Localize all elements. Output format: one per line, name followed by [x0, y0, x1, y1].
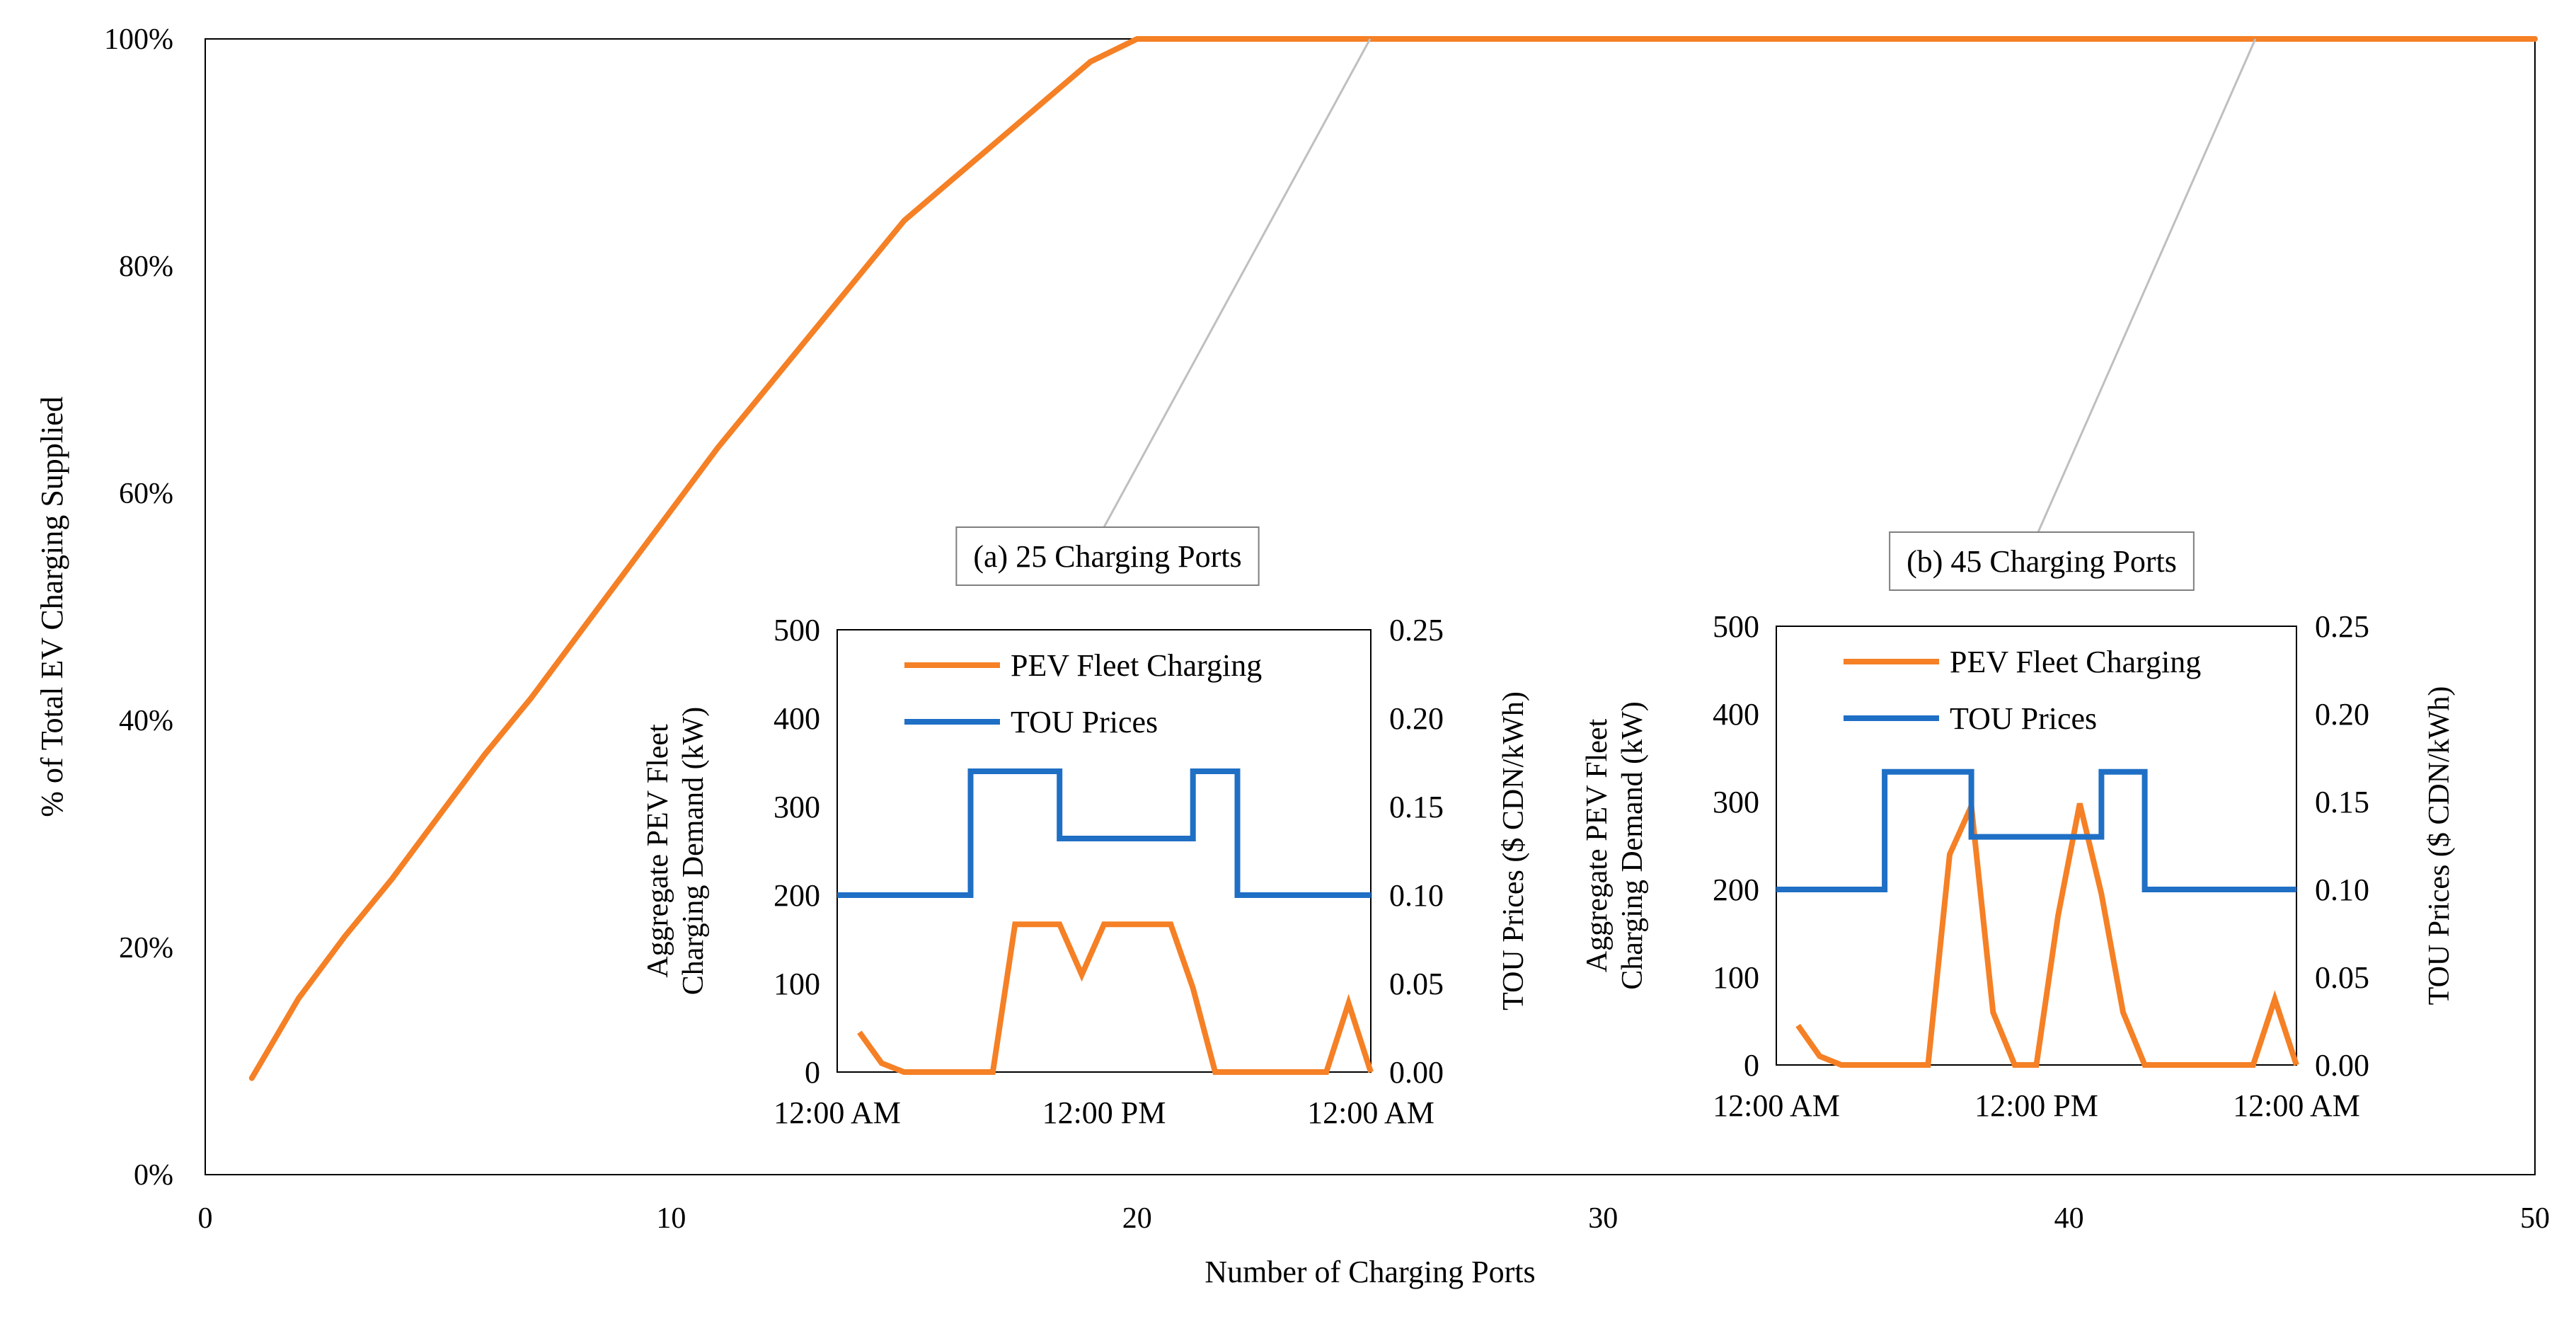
left-axis-title: Aggregate PEV FleetCharging Demand (kW) [1581, 701, 1649, 989]
left-axis-title-line: Aggregate PEV Fleet [642, 724, 674, 978]
right-y-tick-label: 0.25 [2315, 609, 2369, 644]
y-tick-label: 100% [104, 23, 173, 56]
inset-title-box [955, 526, 1260, 586]
x-tick-label: 12:00 AM [2233, 1088, 2360, 1123]
right-y-tick-label: 0.00 [1389, 1055, 1444, 1090]
x-tick-label: 50 [2520, 1202, 2550, 1235]
left-axis-title-line: Aggregate PEV Fleet [1581, 718, 1614, 972]
right-axis-title: TOU Prices ($ CDN/kWh) [1497, 691, 1530, 1010]
inset-plot-frame [1776, 626, 2297, 1066]
left-y-tick-label: 0 [1744, 1048, 1759, 1083]
left-y-tick-label: 400 [774, 701, 820, 736]
left-y-tick-label: 200 [774, 878, 820, 913]
x-tick-label: 10 [656, 1202, 686, 1235]
y-tick-label: 60% [119, 478, 173, 510]
y-tick-label: 40% [119, 705, 173, 737]
right-y-tick-label: 0.00 [2315, 1048, 2369, 1083]
inset-title: (b) 45 Charging Ports [1907, 544, 2177, 579]
right-y-tick-label: 0.15 [1389, 790, 1444, 824]
left-y-tick-label: 300 [1713, 785, 1759, 819]
x-tick-label: 12:00 AM [774, 1095, 901, 1130]
series-line-tou-prices [1776, 768, 2296, 892]
inset-b-45-ports: (b) 45 Charging Ports 0 100 200 300 400 500 0.0… [1581, 38, 2456, 1123]
left-y-tick-label: 100 [774, 967, 820, 1001]
x-tick-label: 12:00 AM [1713, 1088, 1840, 1123]
right-y-tick-label: 0.05 [1389, 967, 1444, 1001]
left-y-tick-label: 500 [1713, 609, 1759, 644]
series-line-pev-fleet-charging [1795, 795, 2299, 1068]
series-line-ev-charging-supplied [248, 36, 2538, 1081]
right-y-tick-label: 0.10 [2315, 872, 2369, 907]
left-y-tick-label: 400 [1713, 697, 1759, 732]
left-axis-title: Aggregate PEV FleetCharging Demand (kW) [642, 707, 710, 995]
y-tick-label: 20% [119, 932, 173, 964]
x-tick-label: 30 [1588, 1202, 1618, 1235]
right-y-tick-label: 0.15 [2315, 785, 2369, 819]
callout-leader-line [1103, 38, 1372, 528]
right-y-tick-label: 0.20 [2315, 697, 2369, 732]
series-line-tou-prices [837, 768, 1371, 898]
x-tick-label: 0 [198, 1202, 213, 1235]
y-tick-label: 80% [119, 250, 173, 283]
left-y-tick-label: 300 [774, 790, 820, 824]
callout-leader-line [2037, 38, 2257, 533]
x-tick-label: 12:00 PM [1974, 1088, 2098, 1123]
legend-label: PEV Fleet Charging [1011, 648, 1262, 683]
legend-label: PEV Fleet Charging [1950, 645, 2201, 679]
right-y-tick-label: 0.20 [1389, 701, 1444, 736]
left-y-tick-label: 100 [1713, 960, 1759, 995]
left-axis-title-line: Charging Demand (kW) [677, 707, 710, 995]
main-plot: 0% 20% 40% 60% 80% 100% 0 10 20 30 40 50 Number of C… [35, 23, 2550, 1289]
left-y-tick-label: 500 [774, 613, 820, 647]
inset-title: (a) 25 Charging Ports [973, 539, 1241, 574]
left-axis-title-line: Charging Demand (kW) [1616, 701, 1649, 989]
x-tick-label: 12:00 AM [1307, 1095, 1434, 1130]
right-y-tick-label: 0.25 [1389, 613, 1444, 647]
x-tick-label: 20 [1122, 1202, 1152, 1235]
inset-a-25-ports: (a) 25 Charging Ports 0 100 200 300 400 500 0.0… [642, 38, 1530, 1130]
y-tick-label: 0% [134, 1159, 173, 1192]
inset-plot-frame [836, 629, 1372, 1073]
x-tick-label: 40 [2054, 1202, 2084, 1235]
left-y-tick-label: 200 [1713, 872, 1759, 907]
y-axis-title: % of Total EV Charging Supplied [35, 396, 69, 817]
legend-label: TOU Prices [1011, 705, 1158, 739]
inset-title-box [1889, 531, 2195, 591]
right-y-tick-label: 0.05 [2315, 960, 2369, 995]
x-tick-label: 12:00 PM [1042, 1095, 1166, 1130]
legend-label: TOU Prices [1950, 701, 2097, 736]
right-y-tick-label: 0.10 [1389, 878, 1444, 913]
series-line-pev-fleet-charging [857, 921, 1374, 1075]
left-y-tick-label: 0 [805, 1055, 820, 1090]
x-axis-title: Number of Charging Ports [1204, 1255, 1535, 1289]
right-axis-title: TOU Prices ($ CDN/kWh) [2423, 686, 2456, 1006]
